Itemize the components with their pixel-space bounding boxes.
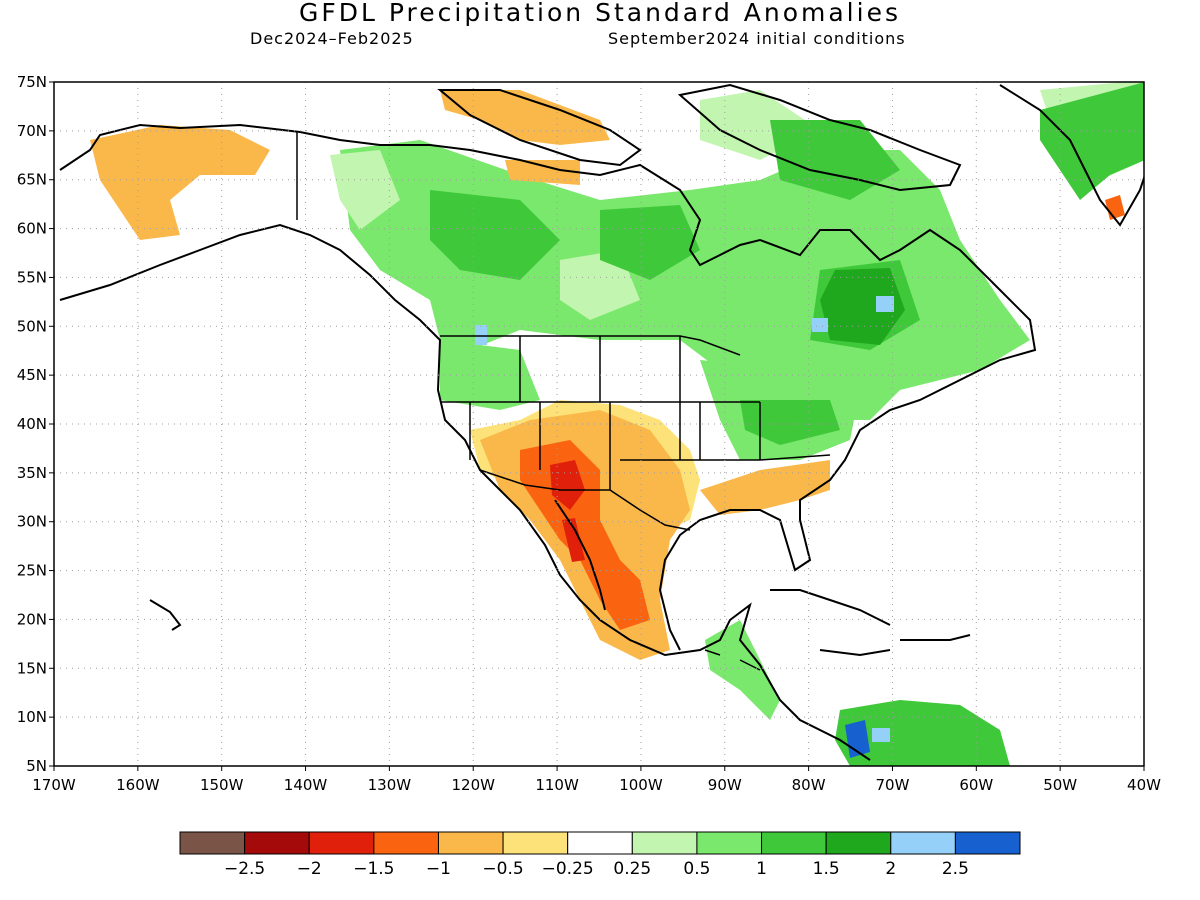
region-central-america-wet: [705, 620, 780, 720]
region-gulf-dry: [700, 460, 830, 515]
colorbar-swatch: [567, 831, 633, 855]
lon-tick-label: 110W: [535, 776, 579, 794]
colorbar-swatch: [954, 831, 1021, 855]
colorbar-label: −2: [297, 859, 322, 879]
lon-tick-label: 160W: [116, 776, 160, 794]
lat-tick-label: 75N: [17, 73, 47, 91]
lon-tick-label: 50W: [1043, 776, 1077, 794]
lat-tick-label: 65N: [17, 171, 47, 189]
lat-tick-label: 55N: [17, 268, 47, 286]
anomaly-shading: [90, 82, 1144, 766]
lon-tick-label: 60W: [959, 776, 993, 794]
colorbar-swatch: [308, 831, 375, 855]
lat-tick-label: 20N: [17, 610, 47, 628]
lon-tick-label: 100W: [619, 776, 663, 794]
colorbar-swatch: [437, 831, 504, 855]
colorbar-label: −0.5: [482, 859, 523, 879]
political-boundaries: [296, 132, 831, 671]
map-title: GFDL Precipitation Standard Anomalies: [299, 0, 901, 27]
lat-tick-label: 10N: [17, 708, 47, 726]
lat-tick-label: 70N: [17, 122, 47, 140]
lon-tick-label: 40W: [1127, 776, 1161, 794]
colorbar-label: −1.5: [353, 859, 394, 879]
region-greenland-wet: [1040, 82, 1144, 200]
lon-tick-label: 90W: [708, 776, 742, 794]
lat-tick-label: 35N: [17, 464, 47, 482]
region-alaska-dry: [90, 125, 270, 240]
period-subtitle: Dec2024–Feb2025: [250, 29, 414, 48]
lon-tick-label: 80W: [792, 776, 826, 794]
region-canada-medium: [430, 120, 920, 350]
coastlines: [59, 83, 1144, 761]
lon-tick-label: 170W: [32, 776, 76, 794]
colorbar: −2.5 −2 −1.5 −1 −0.5 −0.25 0.25 0.5 1 1.5 2 2.5: [179, 831, 1021, 879]
colorbar-label: 0.5: [683, 859, 710, 879]
colorbar-label: 0.25: [613, 859, 651, 879]
region-quebec-strong: [820, 268, 905, 345]
colorbar-swatch: [761, 831, 827, 855]
colorbar-label: −0.25: [542, 859, 594, 879]
lon-tick-label: 150W: [200, 776, 244, 794]
colorbar-label: −1: [426, 859, 451, 879]
lon-tick-label: 130W: [368, 776, 412, 794]
colorbar-label: 2: [885, 859, 896, 879]
colorbar-swatch: [179, 831, 246, 855]
lat-tick-label: 60N: [17, 220, 47, 238]
lon-tick-label: 70W: [876, 776, 910, 794]
region-greenland-dry: [1105, 195, 1125, 220]
lat-tick-label: 5N: [26, 757, 47, 775]
lat-tick-label: 25N: [17, 562, 47, 580]
colorbar-label: −2.5: [224, 859, 265, 879]
lat-tick-label: 30N: [17, 513, 47, 531]
colorbar-label: 1: [756, 859, 767, 879]
gridlines: [54, 82, 1144, 766]
colorbar-swatch: [825, 831, 892, 855]
region-us-medium: [740, 400, 840, 445]
colorbar-swatch: [890, 831, 956, 855]
lat-tick-label: 40N: [17, 415, 47, 433]
latitude-axis: 75N 70N 65N 60N 55N 50N 45N 40N 35N 30N 25N 20N 15N 1…: [17, 73, 54, 775]
longitude-axis: 170W 160W 150W 140W 130W 120W 110W 100W 90W 80W 70…: [32, 766, 1161, 794]
lat-tick-label: 15N: [17, 659, 47, 677]
colorbar-swatch: [244, 831, 310, 855]
lat-tick-label: 50N: [17, 317, 47, 335]
colorbar-swatch: [502, 831, 569, 855]
lon-tick-label: 120W: [451, 776, 495, 794]
colorbar-swatch: [631, 831, 698, 855]
colorbar-swatch: [696, 831, 763, 855]
colorbar-label: 2.5: [942, 859, 969, 879]
region-arizona-dry-core: [550, 460, 585, 562]
initial-conditions-subtitle: September2024 initial conditions: [608, 29, 906, 48]
colorbar-swatch: [373, 831, 439, 855]
lat-tick-label: 45N: [17, 366, 47, 384]
region-colombia-wet: [835, 700, 1010, 766]
lon-tick-label: 140W: [284, 776, 328, 794]
colorbar-label: 1.5: [813, 859, 840, 879]
